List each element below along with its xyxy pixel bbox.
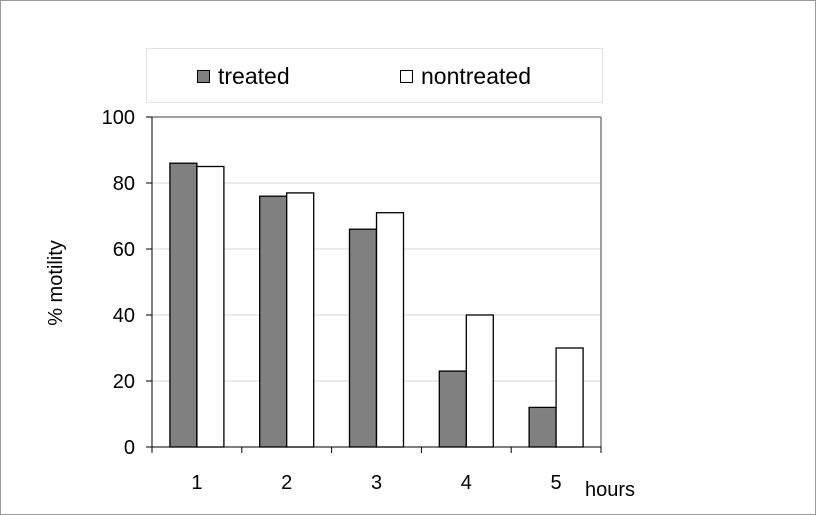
legend-item-treated: treated	[197, 63, 290, 90]
bar-nontreated-1	[196, 165, 225, 448]
x-tick-label-1: 1	[191, 472, 202, 494]
tick-labels: 0 20 40 60 80 100 1 2 3 4 5	[102, 107, 562, 494]
bar-treated-1	[169, 162, 198, 448]
axes	[146, 116, 602, 453]
x-tick-label-5: 5	[551, 472, 562, 494]
y-tick-label-20: 20	[113, 371, 135, 393]
bar-treated-5	[528, 406, 557, 448]
x-tick-label-3: 3	[371, 472, 382, 494]
legend-label-nontreated: nontreated	[421, 63, 531, 89]
bar-treated-4	[438, 370, 467, 448]
bar-nontreated-4	[465, 314, 494, 448]
legend: treated nontreated	[146, 48, 603, 103]
legend-swatch-treated	[197, 70, 210, 83]
bar-treated-3	[348, 228, 378, 448]
x-axis-title: hours	[585, 479, 635, 501]
legend-label-treated: treated	[218, 63, 290, 89]
y-tick-label-0: 0	[124, 437, 135, 459]
x-tick-label-4: 4	[461, 472, 472, 494]
bars	[169, 162, 584, 448]
bar-nontreated-3	[375, 212, 405, 448]
y-tick-label-100: 100	[102, 107, 135, 129]
y-tick-label-80: 80	[113, 173, 135, 195]
y-tick-label-40: 40	[113, 305, 135, 327]
bar-nontreated-5	[555, 347, 584, 448]
y-axis-title: % motility	[45, 240, 67, 326]
bar-treated-2	[259, 195, 288, 448]
legend-item-nontreated: nontreated	[400, 63, 531, 90]
y-tick-label-60: 60	[113, 239, 135, 261]
legend-swatch-nontreated	[400, 70, 413, 83]
bar-nontreated-2	[286, 192, 315, 448]
x-tick-label-2: 2	[281, 472, 292, 494]
